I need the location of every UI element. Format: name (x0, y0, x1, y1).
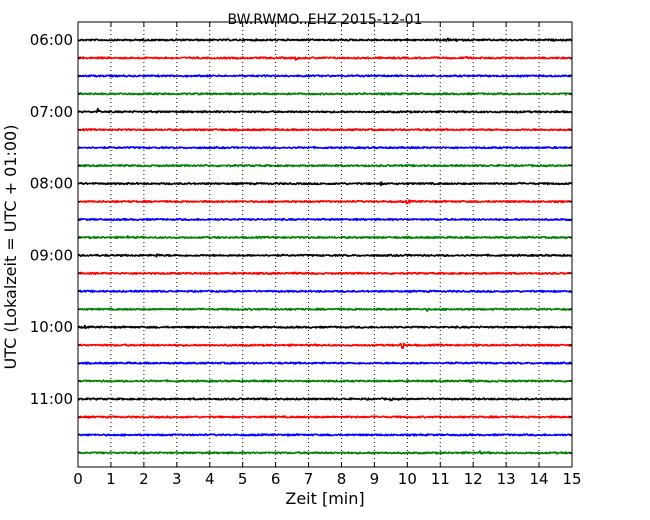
y-tick-label: 08:00 (30, 175, 73, 193)
seismic-trace (77, 324, 573, 330)
x-tick-label: 9 (370, 470, 380, 488)
x-tick-label: 15 (562, 470, 581, 488)
seismic-trace (77, 450, 573, 455)
y-axis-label: UTC (Lokalzeit = UTC + 01:00) (1, 125, 20, 370)
seismic-trace (77, 415, 573, 419)
trace-layer (77, 37, 573, 455)
x-tick-label: 3 (172, 470, 182, 488)
seismic-trace (77, 342, 573, 350)
y-tick-label: 11:00 (30, 390, 73, 408)
seismic-trace (77, 379, 573, 384)
grid-layer (110, 22, 540, 467)
seismic-trace (77, 92, 573, 96)
seismic-trace (77, 145, 573, 150)
x-axis-label: Zeit [min] (285, 489, 364, 508)
seismic-trace (77, 271, 573, 276)
seismic-trace (77, 37, 573, 43)
seismic-trace (77, 163, 573, 168)
x-tick-label: 13 (497, 470, 516, 488)
x-tick-label: 10 (398, 470, 417, 488)
x-tick-label: 0 (73, 470, 83, 488)
y-tick-label: 09:00 (30, 246, 73, 264)
seismic-trace (77, 289, 573, 294)
seismic-trace (77, 107, 573, 114)
seismic-trace (77, 433, 573, 437)
seismic-trace (77, 361, 573, 365)
x-tick-label: 5 (238, 470, 248, 488)
plot-frame (77, 21, 573, 468)
seismic-trace (77, 55, 573, 61)
x-tick-label: 1 (106, 470, 116, 488)
y-tick-label: 07:00 (30, 103, 73, 121)
x-tick-label: 11 (431, 470, 450, 488)
x-tick-label: 12 (464, 470, 483, 488)
seismic-trace (77, 74, 573, 78)
x-tick-label: 2 (139, 470, 149, 488)
y-tick-label: 06:00 (30, 31, 73, 49)
x-tick-label: 7 (304, 470, 314, 488)
x-tick-label: 4 (205, 470, 215, 488)
seismic-trace (77, 199, 573, 205)
seismic-trace (77, 307, 573, 312)
seismic-trace (77, 181, 573, 187)
seismic-trace (77, 397, 573, 402)
tick-layer: 0 1 2 3 4 5 6 7 8 9 10 11 12 13 14 1506:0007:0008:0009:… (30, 22, 582, 488)
seismic-trace (77, 217, 573, 222)
chart-title: BW.RWMO..EHZ 2015-12-01 (227, 12, 422, 28)
x-tick-label: 14 (530, 470, 549, 488)
seismic-trace (77, 127, 573, 132)
x-tick-label: 8 (337, 470, 347, 488)
x-tick-label: 6 (271, 470, 281, 488)
seismic-trace (77, 253, 573, 258)
y-tick-label: 10:00 (30, 318, 73, 336)
seismic-trace (77, 234, 573, 240)
